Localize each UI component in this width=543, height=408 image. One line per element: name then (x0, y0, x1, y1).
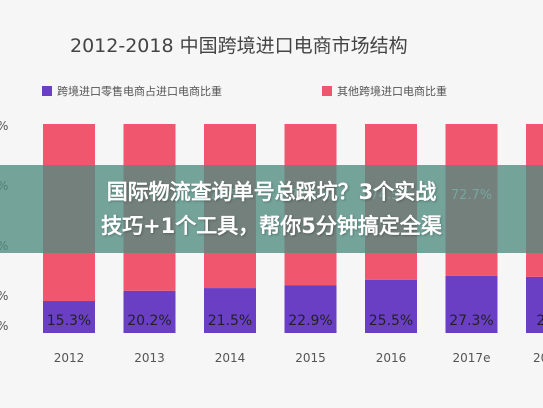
y-tick-fragment: % (0, 119, 8, 133)
overlay-line-1: 国际物流查询单号总踩坑？3个实战 (106, 180, 437, 204)
bar-retail-2014 (204, 288, 256, 333)
legend-swatch-2 (322, 86, 332, 96)
bar-retail-2017e (445, 275, 498, 333)
x-axis-ticks: 2012 2013 2014 2015 2016 2017e 2018e (54, 351, 543, 365)
x-tick-2012: 2012 (54, 351, 85, 365)
legend-label-2: 其他跨境进口电商比重 (337, 84, 447, 98)
bar-retail-2018e (526, 276, 543, 333)
data-label-retail-2013: 20.2% (127, 313, 171, 329)
legend: 跨境进口零售电商占进口电商比重 其他跨境进口电商比重 (42, 84, 447, 98)
data-label-retail-2018e: 26.9 (536, 313, 543, 329)
x-tick-2016: 2016 (376, 351, 407, 365)
data-label-retail-2017e: 27.3% (449, 313, 493, 329)
legend-label-1: 跨境进口零售电商占进口电商比重 (57, 84, 222, 98)
x-tick-2013: 2013 (134, 351, 165, 365)
bar-retail-2015 (284, 285, 337, 333)
y-tick-fragment: % (0, 289, 8, 303)
overlay-banner: 国际物流查询单号总踩坑？3个实战 技巧+1个工具，帮你5分钟搞定全渠 (0, 165, 543, 253)
data-label-retail-2012: 15.3% (47, 313, 91, 329)
bar-retail-2016 (365, 279, 417, 333)
data-label-retail-2015: 22.9% (288, 313, 332, 329)
legend-swatch-1 (42, 86, 52, 96)
data-label-retail-2016: 25.5% (369, 313, 413, 329)
overlay-line-2: 技巧+1个工具，帮你5分钟搞定全渠 (101, 214, 442, 238)
x-tick-2015: 2015 (295, 351, 326, 365)
chart-title: 2012-2018 中国跨境进口电商市场结构 (70, 35, 408, 57)
data-label-retail-2014: 21.5% (208, 313, 252, 329)
x-tick-2017e: 2017e (453, 351, 491, 365)
x-tick-2014: 2014 (215, 351, 246, 365)
y-tick-fragment: % (0, 319, 8, 333)
bar-retail-2013 (123, 290, 176, 333)
bar-retail-2012 (43, 301, 95, 333)
x-tick-2018e: 2018e (533, 351, 543, 365)
